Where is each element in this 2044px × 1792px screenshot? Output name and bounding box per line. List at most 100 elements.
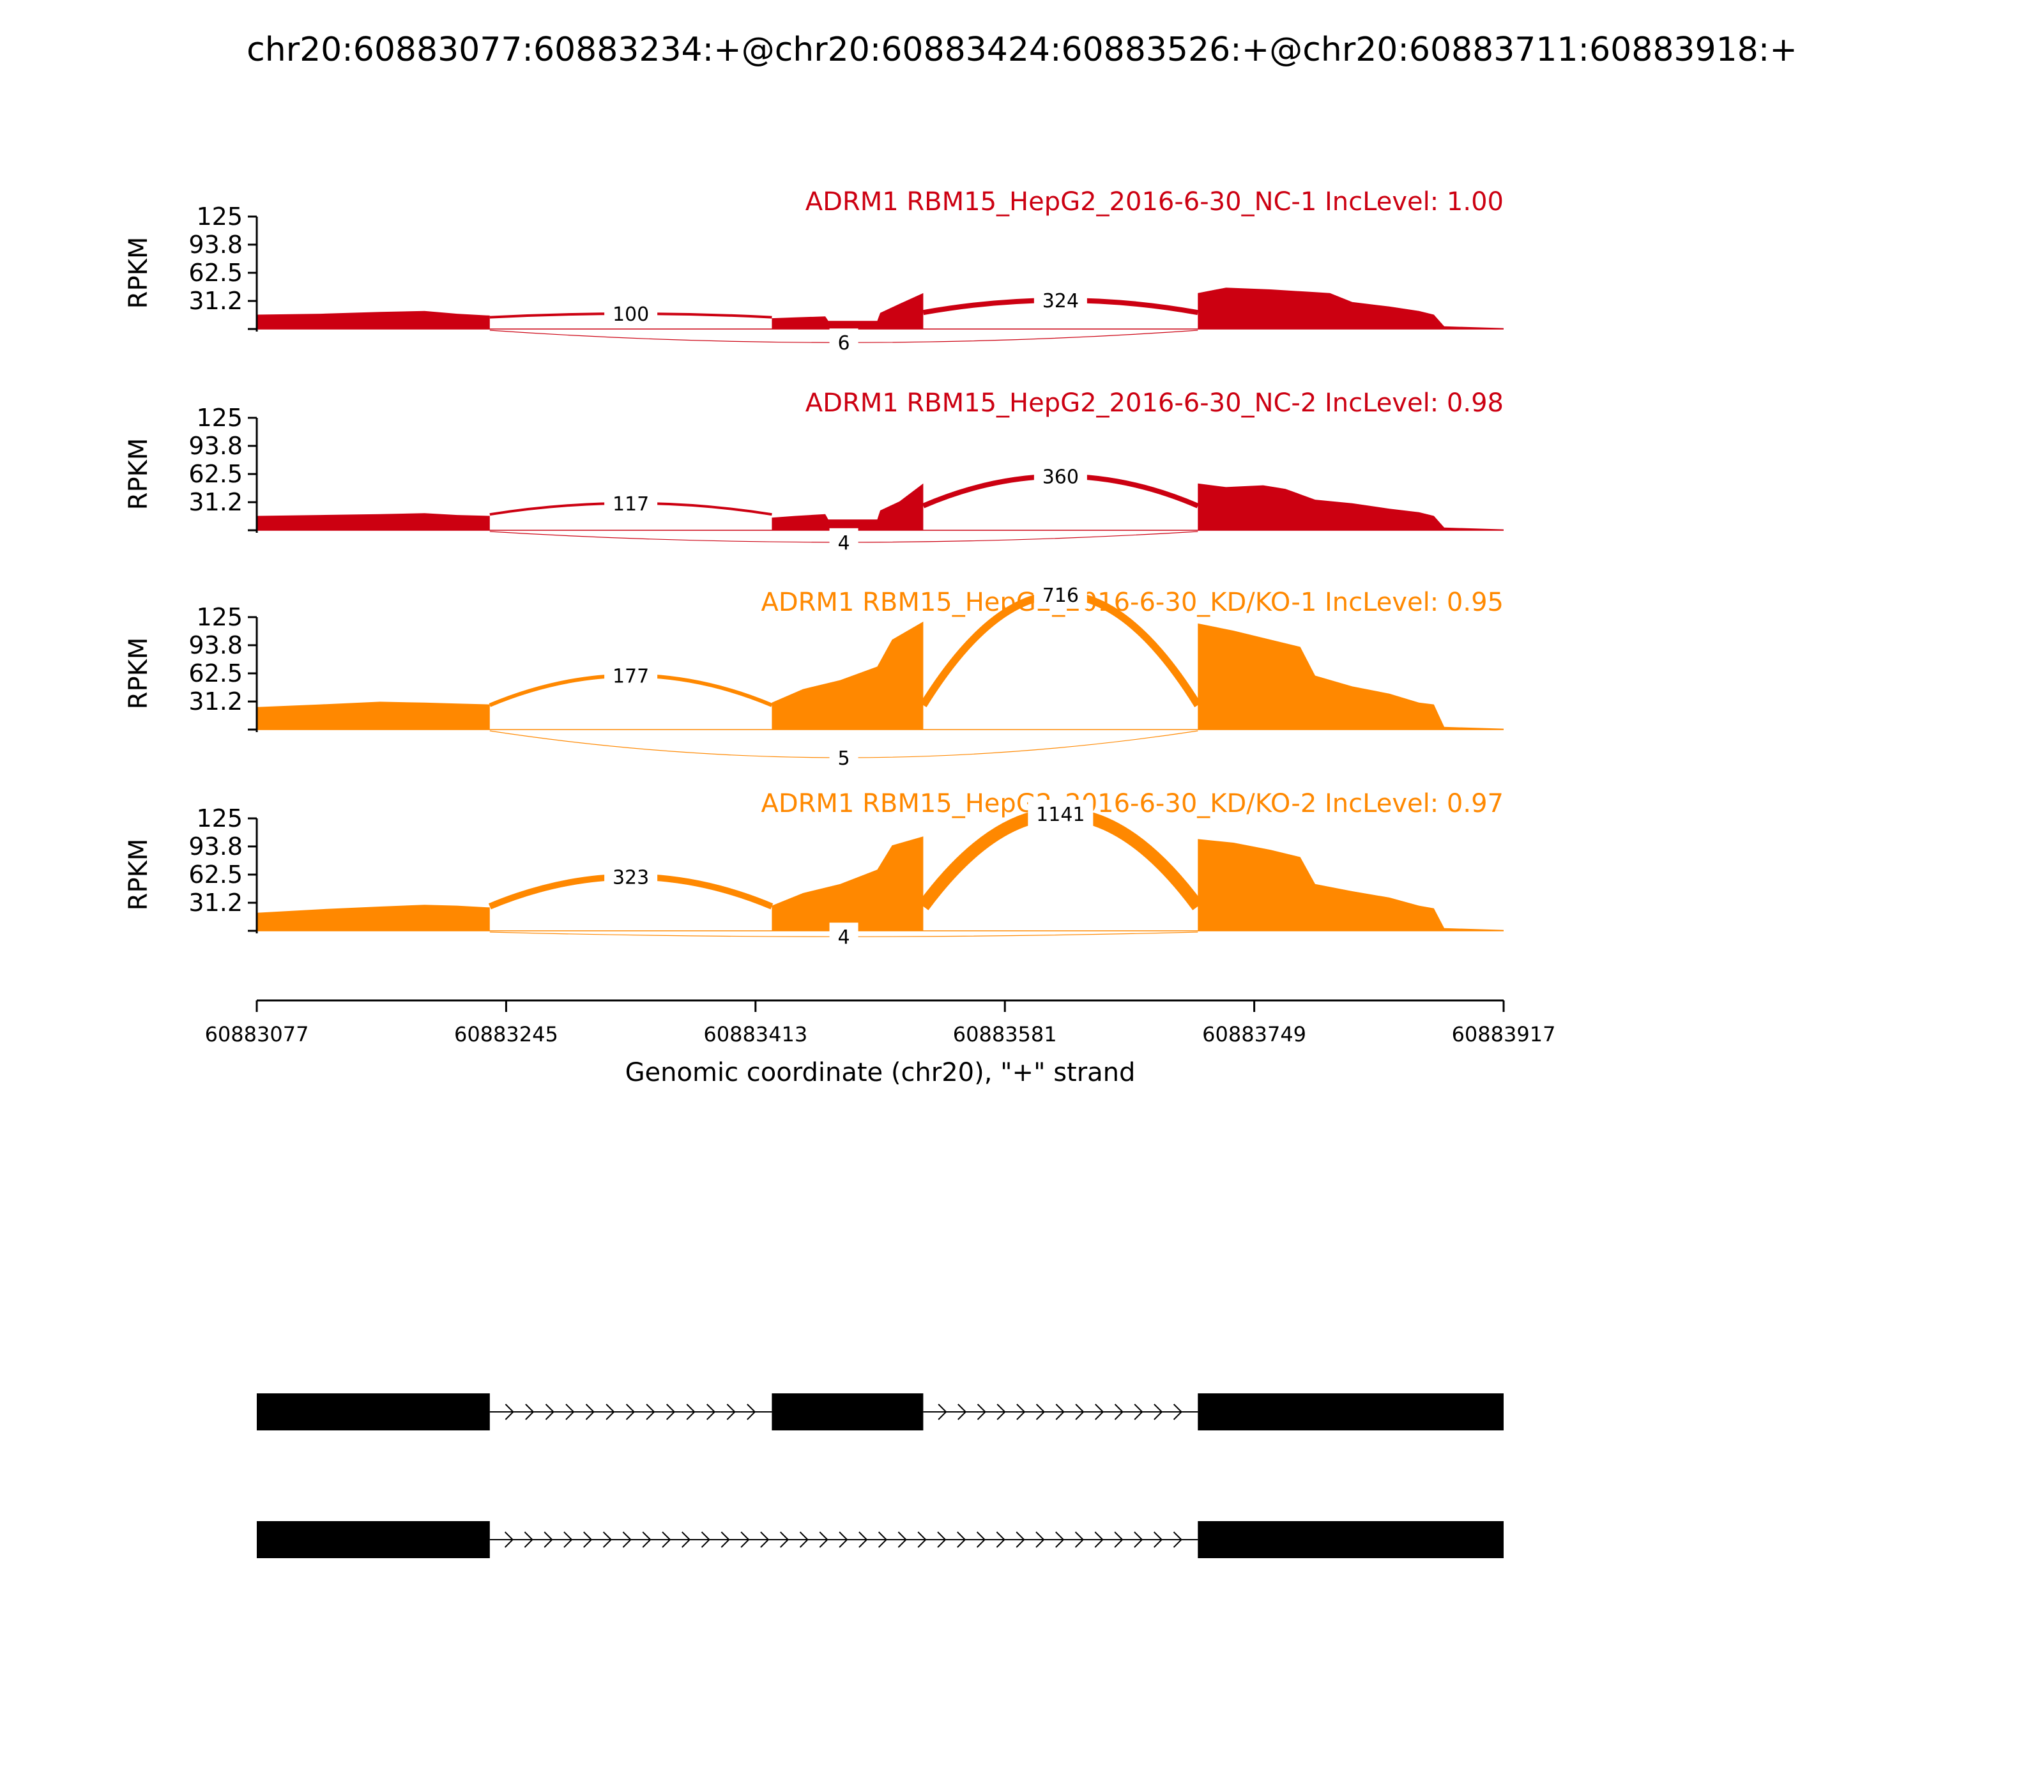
strand-chevron	[726, 1404, 736, 1420]
y-axis-label: RPKM	[124, 438, 153, 510]
strand-chevron	[666, 1404, 676, 1420]
y-tick-label: 93.8	[188, 231, 243, 259]
coverage-area-exon-2	[772, 483, 924, 530]
strand-chevron	[1075, 1404, 1085, 1420]
y-axis-label: RPKM	[124, 638, 153, 710]
exon-block	[772, 1393, 924, 1430]
strand-chevron	[565, 1404, 575, 1420]
junction-count-label: 4	[838, 926, 850, 949]
strand-chevron	[740, 1531, 750, 1548]
strand-chevron	[747, 1404, 756, 1420]
strand-chevron	[1154, 1404, 1163, 1420]
y-tick-label: 125	[196, 404, 243, 432]
strand-chevron	[799, 1531, 809, 1548]
strand-chevron	[957, 1404, 967, 1420]
panel-label: ADRM1 RBM15_HepG2_2016-6-30_KD/KO-2 IncL…	[761, 789, 1504, 818]
strand-chevron	[701, 1531, 710, 1548]
junction-count-label: 4	[838, 532, 850, 555]
panel-label: ADRM1 RBM15_HepG2_2016-6-30_NC-1 IncLeve…	[805, 187, 1504, 217]
x-tick-label: 60883749	[1202, 1022, 1306, 1046]
strand-chevron	[839, 1531, 848, 1548]
strand-chevron	[622, 1531, 632, 1548]
strand-chevron	[721, 1531, 730, 1548]
x-axis: 60883077 60883245 60883413 60883581 60883749…	[205, 999, 1555, 1087]
x-tick-label: 60883581	[953, 1022, 1057, 1046]
junction-label-bg	[829, 744, 858, 772]
junction-count-label: 6	[838, 332, 850, 355]
strand-chevron	[646, 1404, 655, 1420]
strand-chevron	[957, 1531, 966, 1548]
strand-chevron	[760, 1531, 770, 1548]
junction-count-label: 177	[613, 666, 649, 688]
strand-chevron	[858, 1531, 868, 1548]
y-tick-label: 93.8	[188, 832, 243, 861]
junction-count-label: 117	[613, 493, 649, 516]
y-tick-label: 62.5	[188, 259, 243, 287]
x-tick-label: 60883413	[703, 1022, 807, 1046]
junction-label-bg	[1033, 462, 1087, 491]
isoform-track	[257, 1393, 1504, 1558]
strand-chevron	[819, 1531, 828, 1548]
junction-label-bg	[829, 328, 858, 357]
coverage-area-exon-3	[1198, 287, 1504, 329]
junction-label-bg	[1033, 580, 1087, 609]
exon-block	[1198, 1393, 1504, 1430]
strand-chevron	[504, 1531, 514, 1548]
exon-block	[257, 1393, 490, 1430]
strand-chevron	[706, 1404, 716, 1420]
junction-label-bg	[829, 923, 858, 951]
y-tick-label: 125	[196, 203, 243, 231]
strand-chevron	[1094, 1531, 1104, 1548]
strand-chevron	[1114, 1404, 1124, 1420]
y-tick-label: 31.2	[188, 687, 243, 716]
strand-chevron	[1173, 1404, 1183, 1420]
y-tick-label: 31.2	[188, 889, 243, 917]
coverage-area-exon-2	[772, 293, 924, 329]
x-axis-label: Genomic coordinate (chr20), "+" strand	[625, 1058, 1136, 1087]
strand-chevron	[524, 1531, 533, 1548]
coverage-area-exon-1	[257, 513, 490, 530]
panel-label: ADRM1 RBM15_HepG2_2016-6-30_KD/KO-1 IncL…	[761, 588, 1504, 617]
strand-chevron	[583, 1531, 593, 1548]
coverage-area-exon-3	[1198, 483, 1504, 530]
junction-label-bg	[604, 862, 658, 891]
junction-count-label: 100	[613, 303, 649, 326]
strand-chevron	[917, 1531, 927, 1548]
strand-chevron	[505, 1404, 514, 1420]
junction-count-label: 5	[838, 747, 850, 770]
panel-label: ADRM1 RBM15_HepG2_2016-6-30_NC-2 IncLeve…	[805, 388, 1504, 418]
strand-chevron	[1173, 1531, 1182, 1548]
strand-chevron	[996, 1404, 1006, 1420]
strand-chevron	[878, 1531, 888, 1548]
junction-label-bg	[829, 528, 858, 556]
junction-label-bg	[604, 661, 658, 690]
junction-count-label: 324	[1042, 290, 1079, 312]
strand-chevron	[1114, 1531, 1124, 1548]
y-tick-label: 125	[196, 804, 243, 832]
strand-chevron	[662, 1531, 671, 1548]
strand-chevron	[681, 1531, 691, 1548]
junction-count-label: 323	[613, 867, 649, 889]
isoform-1	[257, 1393, 1504, 1430]
y-tick-label: 62.5	[188, 861, 243, 889]
strand-chevron	[1095, 1404, 1104, 1420]
junction-count-label: 716	[1042, 585, 1079, 607]
coverage-area-exon-1	[257, 905, 490, 931]
coverage-area-exon-3	[1198, 839, 1504, 931]
y-tick-label: 31.2	[188, 488, 243, 516]
strand-chevron	[563, 1531, 573, 1548]
x-tick-label: 60883077	[205, 1022, 309, 1046]
coverage-area-exon-1	[257, 701, 490, 730]
isoform-2	[257, 1521, 1504, 1558]
strand-chevron	[897, 1531, 907, 1548]
y-tick-label: 62.5	[188, 460, 243, 488]
strand-chevron	[686, 1404, 696, 1420]
x-tick-label: 60883245	[454, 1022, 558, 1046]
strand-chevron	[1055, 1531, 1065, 1548]
y-axis-label: RPKM	[124, 237, 153, 309]
strand-chevron	[1055, 1404, 1065, 1420]
strand-chevron	[602, 1531, 613, 1548]
